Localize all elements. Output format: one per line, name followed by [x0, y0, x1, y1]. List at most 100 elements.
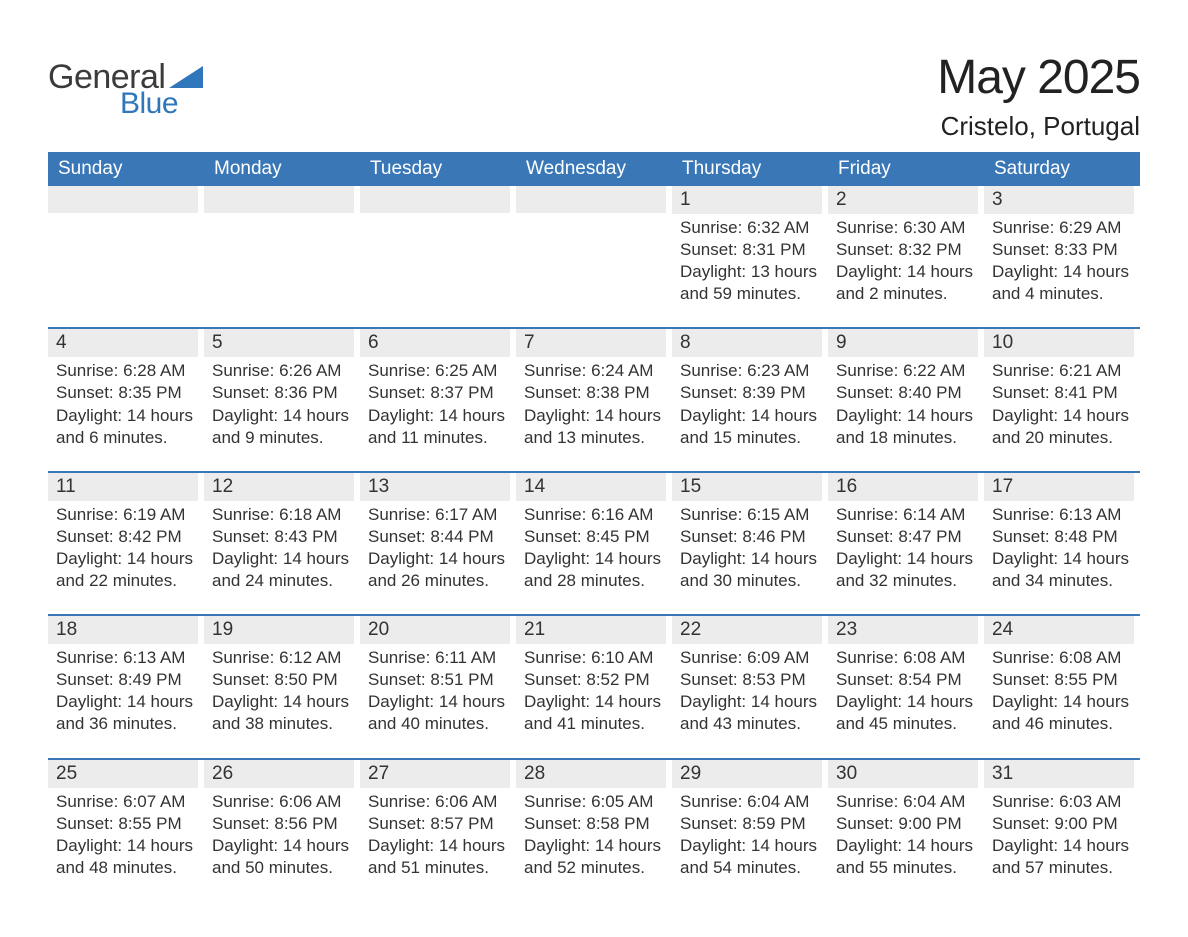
day-detail-line: Sunset: 8:36 PM [212, 382, 354, 404]
day-detail-line: and 13 minutes. [524, 427, 666, 449]
day-detail-line: Sunrise: 6:15 AM [680, 504, 822, 526]
day-header-tuesday: Tuesday [360, 152, 516, 186]
day-header-thursday: Thursday [672, 152, 828, 186]
calendar-day-cell: 20Sunrise: 6:11 AMSunset: 8:51 PMDayligh… [360, 616, 516, 743]
day-detail-line: and 4 minutes. [992, 283, 1134, 305]
day-detail-line: and 2 minutes. [836, 283, 978, 305]
day-details: Sunrise: 6:06 AMSunset: 8:57 PMDaylight:… [360, 791, 510, 879]
calendar-day-cell: 23Sunrise: 6:08 AMSunset: 8:54 PMDayligh… [828, 616, 984, 743]
day-details: Sunrise: 6:21 AMSunset: 8:41 PMDaylight:… [984, 360, 1134, 448]
calendar-day-cell: 16Sunrise: 6:14 AMSunset: 8:47 PMDayligh… [828, 473, 984, 600]
day-detail-line: and 52 minutes. [524, 857, 666, 879]
day-details: Sunrise: 6:26 AMSunset: 8:36 PMDaylight:… [204, 360, 354, 448]
day-number: 22 [672, 616, 822, 644]
day-detail-line: Sunrise: 6:06 AM [368, 791, 510, 813]
day-detail-line: Daylight: 14 hours [992, 261, 1134, 283]
day-detail-line: Sunrise: 6:22 AM [836, 360, 978, 382]
calendar-page: General Blue May 2025 Cristelo, Portugal… [0, 0, 1188, 937]
day-number: 7 [516, 329, 666, 357]
day-number: 28 [516, 760, 666, 788]
day-number: 14 [516, 473, 666, 501]
day-detail-line: and 41 minutes. [524, 713, 666, 735]
day-header-wednesday: Wednesday [516, 152, 672, 186]
calendar-day-cell: 24Sunrise: 6:08 AMSunset: 8:55 PMDayligh… [984, 616, 1140, 743]
day-details: Sunrise: 6:06 AMSunset: 8:56 PMDaylight:… [204, 791, 354, 879]
day-number: 13 [360, 473, 510, 501]
day-detail-line: Daylight: 14 hours [992, 405, 1134, 427]
day-detail-line: Daylight: 14 hours [56, 548, 198, 570]
day-detail-line: Daylight: 14 hours [680, 548, 822, 570]
page-header: General Blue May 2025 Cristelo, Portugal [48, 40, 1140, 142]
day-detail-line: Sunset: 8:44 PM [368, 526, 510, 548]
brand-word2: Blue [120, 87, 178, 121]
day-detail-line: Daylight: 14 hours [524, 691, 666, 713]
calendar-day-cell: 9Sunrise: 6:22 AMSunset: 8:40 PMDaylight… [828, 329, 984, 456]
day-number: 25 [48, 760, 198, 788]
day-number: 12 [204, 473, 354, 501]
day-detail-line: Sunrise: 6:13 AM [992, 504, 1134, 526]
day-detail-line: Sunset: 8:31 PM [680, 239, 822, 261]
calendar-week-row: 1Sunrise: 6:32 AMSunset: 8:31 PMDaylight… [48, 186, 1140, 313]
day-details: Sunrise: 6:04 AMSunset: 9:00 PMDaylight:… [828, 791, 978, 879]
day-detail-line: and 43 minutes. [680, 713, 822, 735]
day-number: 20 [360, 616, 510, 644]
calendar-day-cell: 28Sunrise: 6:05 AMSunset: 8:58 PMDayligh… [516, 760, 672, 887]
day-number [204, 186, 354, 213]
calendar-day-cell: 14Sunrise: 6:16 AMSunset: 8:45 PMDayligh… [516, 473, 672, 600]
day-number: 4 [48, 329, 198, 357]
day-detail-line: and 36 minutes. [56, 713, 198, 735]
day-detail-line: Daylight: 14 hours [212, 548, 354, 570]
day-details: Sunrise: 6:13 AMSunset: 8:49 PMDaylight:… [48, 647, 198, 735]
day-detail-line: Sunrise: 6:16 AM [524, 504, 666, 526]
day-detail-line: and 55 minutes. [836, 857, 978, 879]
calendar-day-cell: 25Sunrise: 6:07 AMSunset: 8:55 PMDayligh… [48, 760, 204, 887]
calendar-header-row: Sunday Monday Tuesday Wednesday Thursday… [48, 152, 1140, 186]
day-detail-line: Daylight: 14 hours [56, 691, 198, 713]
day-detail-line: Daylight: 14 hours [212, 405, 354, 427]
day-detail-line: Sunrise: 6:06 AM [212, 791, 354, 813]
calendar-day-cell: 18 Sunrise: 6:13 AMSunset: 8:49 PMDayligh… [48, 616, 204, 743]
day-detail-line: and 28 minutes. [524, 570, 666, 592]
day-detail-line: Sunrise: 6:09 AM [680, 647, 822, 669]
day-detail-line: Sunrise: 6:18 AM [212, 504, 354, 526]
day-number: 15 [672, 473, 822, 501]
day-detail-line: Sunset: 8:38 PM [524, 382, 666, 404]
day-header-sunday: Sunday [48, 152, 204, 186]
calendar-day-cell: 31Sunrise: 6:03 AMSunset: 9:00 PMDayligh… [984, 760, 1140, 887]
day-detail-line: and 38 minutes. [212, 713, 354, 735]
day-detail-line: Sunrise: 6:04 AM [680, 791, 822, 813]
calendar-grid: Sunday Monday Tuesday Wednesday Thursday… [48, 152, 1140, 887]
day-details: Sunrise: 6:10 AMSunset: 8:52 PMDaylight:… [516, 647, 666, 735]
day-details: Sunrise: 6:29 AMSunset: 8:33 PMDaylight:… [984, 217, 1134, 305]
day-number: 6 [360, 329, 510, 357]
day-detail-line: Sunrise: 6:14 AM [836, 504, 978, 526]
day-detail-line: Daylight: 14 hours [680, 405, 822, 427]
day-detail-line: Daylight: 14 hours [836, 835, 978, 857]
day-detail-line: Sunset: 8:46 PM [680, 526, 822, 548]
day-detail-line: and 18 minutes. [836, 427, 978, 449]
day-detail-line: and 11 minutes. [368, 427, 510, 449]
day-number: 10 [984, 329, 1134, 357]
day-number [360, 186, 510, 213]
day-number: 16 [828, 473, 978, 501]
day-detail-line: Daylight: 14 hours [368, 405, 510, 427]
day-detail-line: Sunset: 8:48 PM [992, 526, 1134, 548]
day-detail-line: Sunrise: 6:26 AM [212, 360, 354, 382]
day-number: 18 [48, 616, 198, 644]
day-detail-line: Sunrise: 6:17 AM [368, 504, 510, 526]
calendar-day-cell: 2Sunrise: 6:30 AMSunset: 8:32 PMDaylight… [828, 186, 984, 313]
day-detail-line: Daylight: 14 hours [368, 548, 510, 570]
day-detail-line: Sunrise: 6:30 AM [836, 217, 978, 239]
day-number: 8 [672, 329, 822, 357]
day-header-friday: Friday [828, 152, 984, 186]
day-detail-line: Sunrise: 6:11 AM [368, 647, 510, 669]
calendar-week-row: 11Sunrise: 6:19 AMSunset: 8:42 PMDayligh… [48, 471, 1140, 600]
day-detail-line: Sunrise: 6:28 AM [56, 360, 198, 382]
day-detail-line: Sunrise: 6:21 AM [992, 360, 1134, 382]
calendar-day-cell [204, 186, 360, 313]
day-detail-line: Daylight: 14 hours [680, 691, 822, 713]
day-detail-line: and 51 minutes. [368, 857, 510, 879]
day-detail-line: Sunset: 8:57 PM [368, 813, 510, 835]
calendar-day-cell: 11Sunrise: 6:19 AMSunset: 8:42 PMDayligh… [48, 473, 204, 600]
day-detail-line: and 26 minutes. [368, 570, 510, 592]
